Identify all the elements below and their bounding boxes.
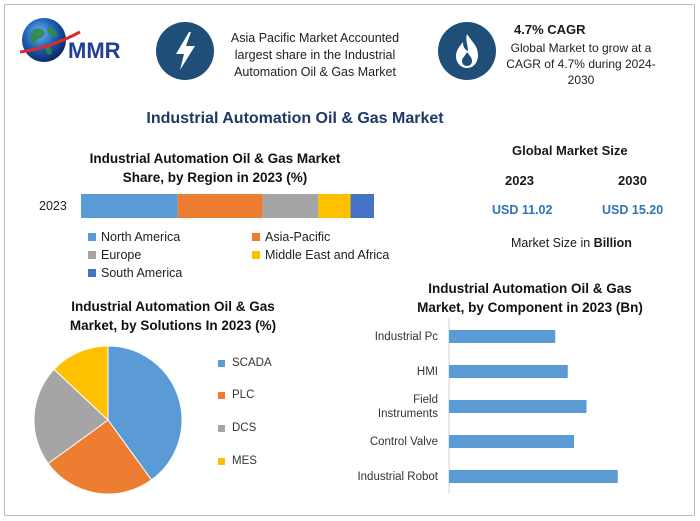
pie-legend-plc: PLC bbox=[218, 389, 254, 401]
legend-europe: Europe bbox=[88, 248, 141, 262]
solutions-chart-title: Industrial Automation Oil & Gas Market, … bbox=[48, 297, 298, 335]
solutions-pie-chart bbox=[33, 345, 183, 495]
pie-legend-scada: SCADA bbox=[218, 357, 272, 369]
component-label-hmi: HMI bbox=[416, 365, 438, 378]
pie-slice-mes bbox=[53, 345, 109, 422]
legend-swatch bbox=[218, 391, 225, 399]
region-chart-title: Industrial Automation Oil & Gas Market S… bbox=[60, 149, 370, 187]
legend-label: Asia-Pacific bbox=[265, 230, 331, 244]
region-title-line1: Industrial Automation Oil & Gas Market bbox=[89, 151, 341, 166]
component-chart-title: Industrial Automation Oil & Gas Market, … bbox=[400, 279, 660, 317]
solutions-title-line1: Industrial Automation Oil & Gas bbox=[71, 299, 275, 314]
component-title-line1: Industrial Automation Oil & Gas bbox=[428, 281, 632, 296]
component-bar-control-valve bbox=[449, 435, 574, 448]
cagr-title: 4.7% CAGR bbox=[514, 22, 586, 37]
region-bar-north-america bbox=[81, 194, 178, 218]
component-label-control-valve: Control Valve bbox=[369, 435, 438, 448]
flame-icon bbox=[456, 34, 478, 68]
legend-label: DCS bbox=[232, 422, 257, 434]
pie-slice-scada bbox=[107, 345, 183, 481]
component-bar-industrial-pc bbox=[449, 330, 556, 343]
cagr-description: Global Market to grow at a CAGR of 4.7% … bbox=[506, 41, 656, 87]
legend-label: North America bbox=[101, 230, 181, 244]
globe-icon: MMR bbox=[19, 18, 121, 63]
region-title-line2: Share, by Region in 2023 (%) bbox=[122, 170, 308, 185]
component-label-field-instruments: Field Instruments bbox=[377, 393, 438, 420]
market-size-note: Market Size in Billion bbox=[511, 236, 632, 250]
header-box1-text: Asia Pacific Market Accounted largest sh… bbox=[230, 31, 400, 79]
region-bar-south-america bbox=[350, 194, 374, 218]
note-unit: Billion bbox=[593, 236, 632, 250]
legend-swatch bbox=[218, 424, 225, 432]
legend-swatch bbox=[88, 269, 96, 277]
mmr-logo: MMR bbox=[16, 12, 144, 72]
legend-label: SCADA bbox=[232, 357, 272, 369]
year-2023: 2023 bbox=[505, 173, 534, 188]
global-market-size-title: Global Market Size bbox=[512, 143, 628, 158]
pie-legend-dcs: DCS bbox=[218, 422, 256, 434]
legend-mea: Middle East and Africa bbox=[252, 248, 389, 262]
pie-legend-mes: MES bbox=[218, 455, 257, 467]
region-bar-asia-pacific bbox=[177, 194, 263, 218]
legend-swatch bbox=[252, 233, 260, 241]
value-2023: USD 11.02 bbox=[492, 203, 553, 217]
component-label-industrial-robot: Industrial Robot bbox=[357, 470, 438, 483]
region-category-label: 2023 bbox=[39, 199, 67, 213]
note-prefix: Market Size in bbox=[511, 236, 594, 250]
component-title-line2: Market, by Component in 2023 (Bn) bbox=[417, 300, 643, 315]
legend-swatch bbox=[88, 251, 96, 259]
solutions-title-line2: Market, by Solutions In 2023 (%) bbox=[69, 318, 277, 333]
region-stacked-bar-chart: 2023 bbox=[39, 194, 374, 218]
pie-slice-plc bbox=[47, 419, 153, 495]
lightning-bolt-icon bbox=[176, 32, 195, 70]
component-bar-field-instruments bbox=[449, 400, 587, 413]
legend-label: PLC bbox=[232, 389, 255, 401]
component-bar-chart bbox=[448, 318, 618, 493]
logo-text: MMR bbox=[68, 38, 121, 63]
legend-swatch bbox=[218, 359, 225, 367]
pie-slice-dcs bbox=[33, 368, 109, 465]
legend-label: Europe bbox=[101, 248, 142, 262]
component-bar-industrial-robot bbox=[449, 470, 618, 483]
legend-label: MES bbox=[232, 455, 257, 467]
value-2030: USD 15.20 bbox=[602, 203, 664, 217]
component-label-industrial-pc: Industrial Pc bbox=[374, 330, 438, 343]
legend-swatch bbox=[88, 233, 96, 241]
component-bar-hmi bbox=[449, 365, 568, 378]
region-bar-middle-east-and-africa bbox=[318, 194, 351, 218]
infographic-frame bbox=[4, 4, 695, 516]
legend-north-america: North America bbox=[88, 230, 180, 244]
main-title: Industrial Automation Oil & Gas Market bbox=[146, 110, 444, 127]
year-2030: 2030 bbox=[618, 173, 647, 188]
legend-label: Middle East and Africa bbox=[265, 248, 390, 262]
legend-asia-pacific: Asia-Pacific bbox=[252, 230, 330, 244]
legend-swatch bbox=[218, 457, 225, 465]
legend-south-america: South America bbox=[88, 266, 182, 280]
flame-badge bbox=[438, 22, 496, 80]
region-bar-europe bbox=[262, 194, 319, 218]
legend-swatch bbox=[252, 251, 260, 259]
lightning-badge bbox=[156, 22, 214, 80]
legend-label: South America bbox=[101, 266, 183, 280]
